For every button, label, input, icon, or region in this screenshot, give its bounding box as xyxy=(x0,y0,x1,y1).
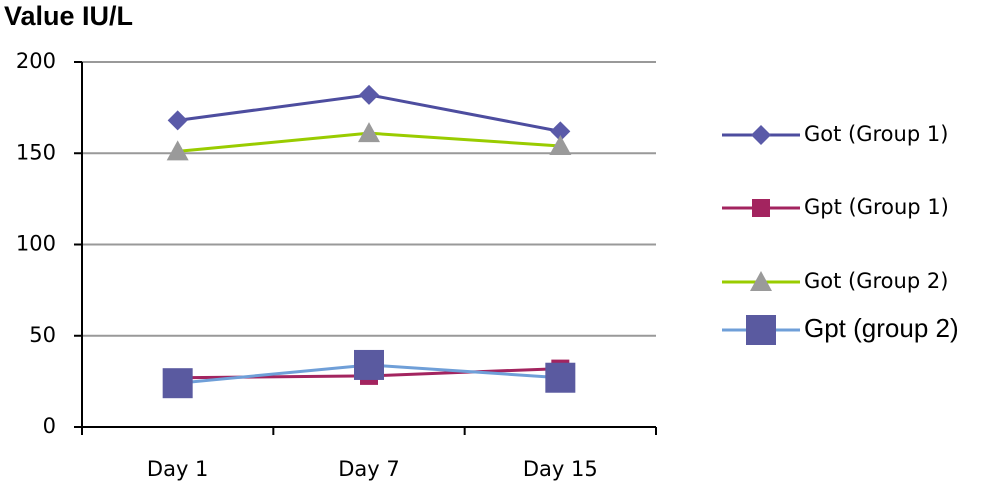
legend-marker xyxy=(752,199,770,217)
point xyxy=(545,362,576,393)
y-tick-label: 100 xyxy=(16,232,56,256)
point xyxy=(162,368,193,399)
x-tick-label: Day 1 xyxy=(147,457,209,481)
point xyxy=(354,349,384,380)
legend-marker xyxy=(751,125,771,145)
legend-marker xyxy=(750,271,772,291)
legend-marker xyxy=(746,315,776,345)
legend-label: Got (Group 2) xyxy=(804,269,948,293)
point xyxy=(550,121,571,142)
x-tick-label: Day 7 xyxy=(338,457,400,481)
point xyxy=(167,110,188,131)
x-tick-label: Day 15 xyxy=(523,457,598,481)
point xyxy=(359,84,379,105)
legend-label: Gpt (group 2) xyxy=(804,313,959,343)
legend-label: Gpt (Group 1) xyxy=(804,195,949,219)
chart-title: Value IU/L xyxy=(4,1,133,31)
y-tick-label: 0 xyxy=(43,414,56,438)
point xyxy=(549,134,572,155)
y-tick-label: 150 xyxy=(16,140,56,164)
legend-label: Got (Group 1) xyxy=(804,122,948,146)
y-tick-label: 50 xyxy=(29,323,56,347)
y-tick-label: 200 xyxy=(16,49,56,73)
point xyxy=(358,122,380,143)
point xyxy=(166,140,189,161)
